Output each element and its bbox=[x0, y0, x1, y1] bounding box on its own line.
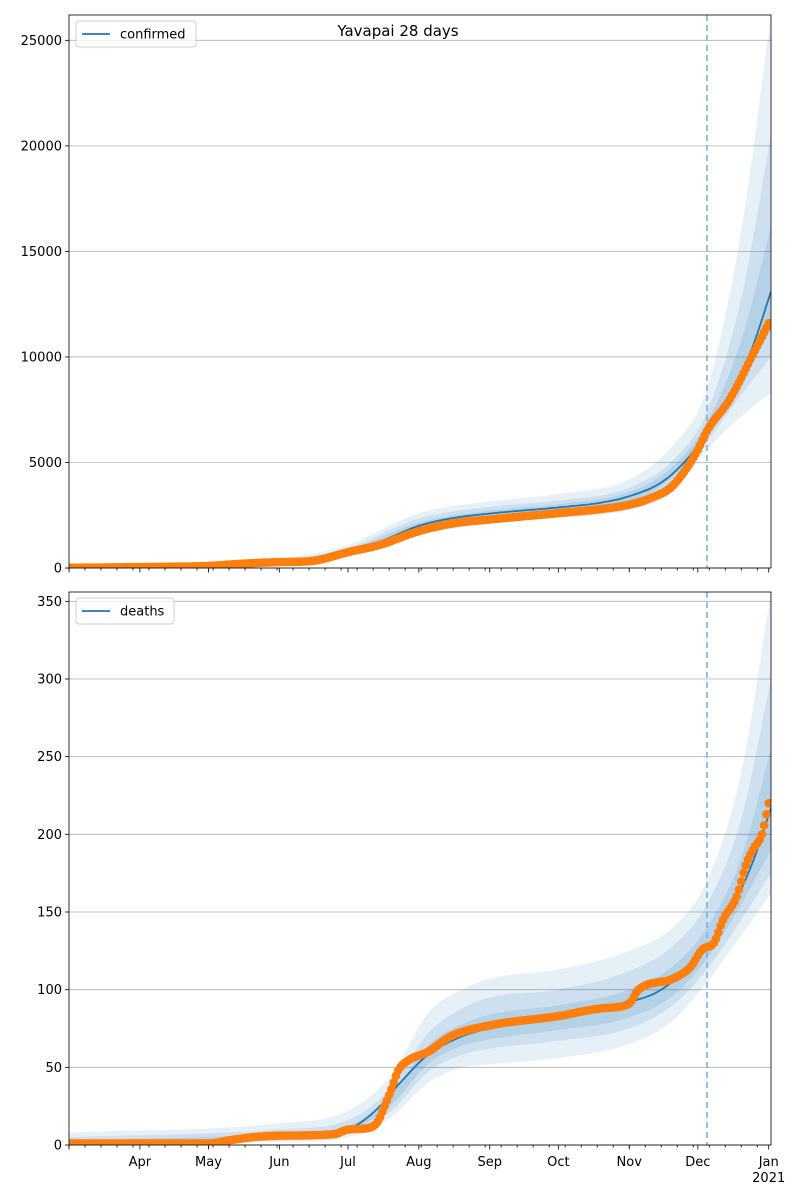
observed-point bbox=[387, 1084, 396, 1094]
y-tick-label: 15000 bbox=[21, 245, 62, 260]
deaths-chart-panel: 0 50 100 150 200 250 300 350 Apr May Jun Jul Aug Sep O… bbox=[37, 591, 785, 1186]
y-tick-label: 150 bbox=[37, 905, 62, 920]
y-tick-label: 350 bbox=[37, 595, 62, 610]
observed-point bbox=[764, 799, 771, 808]
y-tick-label: 10000 bbox=[21, 350, 62, 365]
x-tick-label: Jan bbox=[758, 1155, 779, 1170]
uncertainty-band-middle bbox=[69, 679, 771, 1145]
y-tick-label: 250 bbox=[37, 750, 62, 765]
y-tick-label: 100 bbox=[37, 983, 62, 998]
y-tick-label: 300 bbox=[37, 672, 62, 687]
observed-point bbox=[759, 821, 769, 830]
observed-point bbox=[762, 810, 771, 819]
y-tick-label: 0 bbox=[54, 1139, 62, 1154]
legend-label-confirmed: confirmed bbox=[120, 28, 186, 43]
observed-point bbox=[737, 877, 746, 886]
chart-title: Yavapai 28 days bbox=[336, 22, 458, 40]
legend: deaths bbox=[75, 597, 175, 625]
x-tick-label: Apr bbox=[129, 1155, 152, 1170]
x-tick-label: Jul bbox=[339, 1155, 356, 1170]
x-tick-label: Jun bbox=[268, 1155, 289, 1170]
x-tick-label: Dec bbox=[685, 1155, 710, 1170]
observed-point bbox=[389, 1078, 399, 1087]
observed-point bbox=[734, 885, 744, 894]
x-tick-label: 2021 bbox=[752, 1171, 785, 1186]
uncertainty-band-middle bbox=[69, 135, 771, 568]
legend: confirmed bbox=[75, 20, 197, 48]
observed-point bbox=[732, 892, 741, 901]
legend-label-deaths: deaths bbox=[120, 605, 165, 620]
axes-frame bbox=[68, 591, 772, 1146]
x-tick-label: Aug bbox=[406, 1155, 431, 1170]
x-tick-label: Oct bbox=[547, 1155, 569, 1170]
observed-point bbox=[764, 318, 771, 328]
uncertainty-band-inner bbox=[69, 748, 771, 1145]
y-tick-label: 50 bbox=[45, 1061, 62, 1076]
x-tick-label: Sep bbox=[477, 1155, 502, 1170]
axes-frame bbox=[68, 14, 772, 569]
observed-point bbox=[714, 928, 723, 937]
y-tick-label: 0 bbox=[54, 562, 62, 577]
x-tick-label: May bbox=[195, 1155, 222, 1170]
observed-point bbox=[739, 868, 748, 878]
y-tick-label: 200 bbox=[37, 828, 62, 843]
y-tick-label: 20000 bbox=[21, 139, 62, 154]
confirmed-chart-panel: 0 5000 10000 15000 20000 25000 Yavapai 28 day… bbox=[21, 14, 772, 577]
y-tick-label: 5000 bbox=[29, 456, 62, 471]
observed-point bbox=[757, 830, 767, 839]
y-tick-label: 25000 bbox=[21, 34, 62, 49]
x-tick-label: Nov bbox=[617, 1155, 643, 1170]
